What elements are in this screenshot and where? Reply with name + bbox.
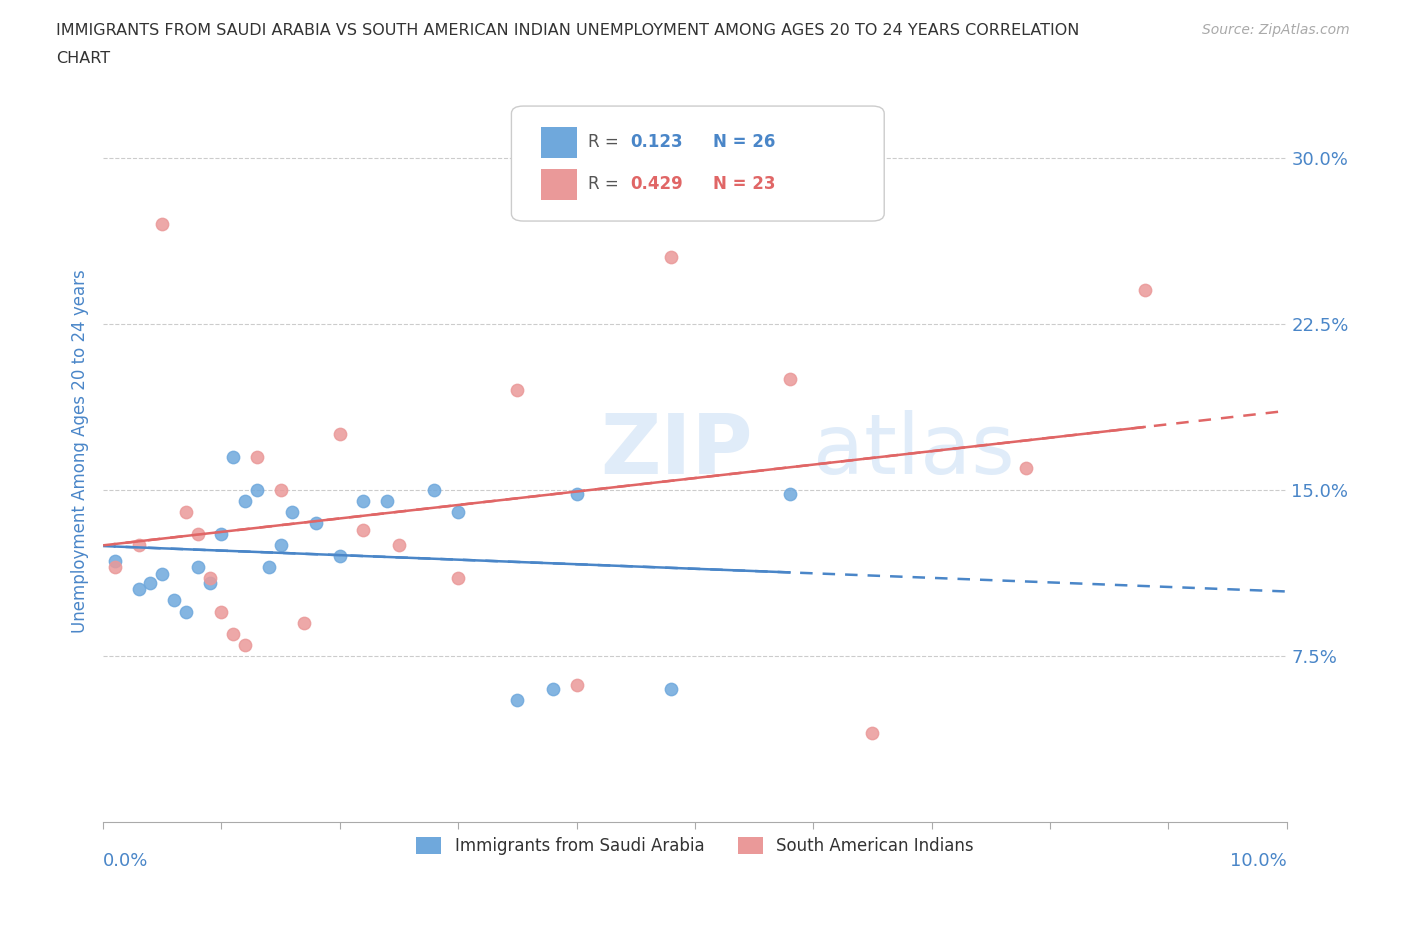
- Point: [222, 449, 245, 464]
- Point: [447, 571, 470, 586]
- Text: R =: R =: [588, 175, 624, 193]
- Text: IMMIGRANTS FROM SAUDI ARABIA VS SOUTH AMERICAN INDIAN UNEMPLOYMENT AMONG AGES 20: IMMIGRANTS FROM SAUDI ARABIA VS SOUTH AM…: [56, 23, 1080, 38]
- Point: [565, 486, 588, 501]
- Point: [659, 682, 682, 697]
- Text: 0.429: 0.429: [630, 175, 682, 193]
- Point: [353, 522, 375, 537]
- FancyBboxPatch shape: [512, 106, 884, 221]
- Point: [281, 504, 304, 519]
- Point: [329, 427, 352, 442]
- Point: [150, 217, 173, 232]
- Point: [779, 372, 801, 387]
- Point: [305, 515, 328, 530]
- Point: [270, 538, 292, 552]
- Point: [353, 493, 375, 508]
- Point: [174, 504, 197, 519]
- Point: [211, 526, 233, 541]
- Point: [150, 566, 173, 581]
- Point: [1015, 460, 1038, 475]
- Point: [270, 483, 292, 498]
- Point: [139, 576, 162, 591]
- Point: [423, 483, 446, 498]
- Point: [329, 549, 352, 564]
- Point: [375, 493, 398, 508]
- Point: [246, 449, 269, 464]
- Point: [211, 604, 233, 619]
- Point: [246, 483, 269, 498]
- Point: [187, 526, 209, 541]
- Bar: [541, 169, 576, 200]
- Text: CHART: CHART: [56, 51, 110, 66]
- Point: [198, 576, 221, 591]
- Text: 0.0%: 0.0%: [103, 852, 149, 870]
- Text: Source: ZipAtlas.com: Source: ZipAtlas.com: [1202, 23, 1350, 37]
- Point: [565, 677, 588, 692]
- Point: [292, 615, 315, 630]
- Text: atlas: atlas: [813, 410, 1015, 491]
- Point: [506, 382, 529, 397]
- Bar: [541, 126, 576, 158]
- Point: [128, 538, 150, 552]
- Text: 10.0%: 10.0%: [1230, 852, 1286, 870]
- Point: [198, 571, 221, 586]
- Point: [233, 493, 256, 508]
- Point: [388, 538, 411, 552]
- Point: [187, 560, 209, 575]
- Point: [506, 693, 529, 708]
- Point: [174, 604, 197, 619]
- Point: [659, 250, 682, 265]
- Text: ZIP: ZIP: [600, 410, 752, 491]
- Legend: Immigrants from Saudi Arabia, South American Indians: Immigrants from Saudi Arabia, South Amer…: [409, 830, 980, 862]
- Point: [779, 486, 801, 501]
- Point: [128, 582, 150, 597]
- Point: [104, 553, 127, 568]
- Point: [163, 593, 186, 608]
- Point: [541, 682, 564, 697]
- Point: [860, 725, 883, 740]
- Point: [1133, 283, 1156, 298]
- Point: [233, 637, 256, 652]
- Point: [222, 626, 245, 641]
- Point: [447, 504, 470, 519]
- Y-axis label: Unemployment Among Ages 20 to 24 years: Unemployment Among Ages 20 to 24 years: [72, 269, 89, 632]
- Point: [104, 560, 127, 575]
- Text: 0.123: 0.123: [630, 133, 682, 151]
- Text: R =: R =: [588, 133, 624, 151]
- Text: N = 23: N = 23: [713, 175, 775, 193]
- Text: N = 26: N = 26: [713, 133, 775, 151]
- Point: [257, 560, 280, 575]
